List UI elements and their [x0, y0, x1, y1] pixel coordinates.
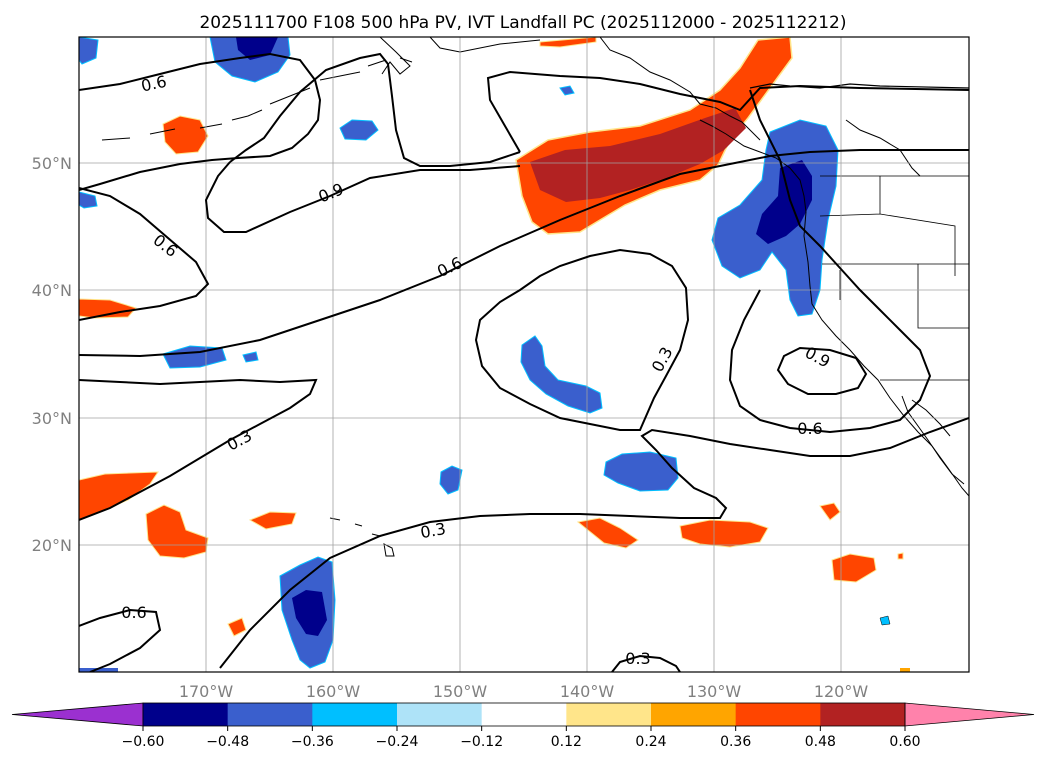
bc-coast	[699, 119, 807, 213]
colorbar-tick-label: 0.24	[635, 734, 666, 750]
colorbar-extend-max	[904, 702, 1035, 727]
colorbar-ticks: −0.60 −0.48 −0.36 −0.24 −0.12 0.12 0.24 0.36 0.4…	[122, 726, 921, 750]
colorbar-tick-label: 0.36	[720, 734, 751, 750]
negative-anomalies	[79, 37, 891, 672]
contour-label: 0.6	[121, 603, 146, 622]
colorbar-tick-label: −0.12	[460, 734, 503, 750]
contour-06-top	[79, 52, 322, 191]
lat-label: 20°N	[32, 536, 72, 555]
contour-06-ca	[728, 89, 932, 434]
contour-label: 0.6	[797, 419, 822, 438]
contour-06-sw	[79, 608, 162, 672]
colorbar-swatch	[143, 703, 229, 726]
lon-label: 150°W	[433, 682, 488, 701]
lat-label: 30°N	[32, 409, 72, 428]
neg-anomaly-25n	[603, 451, 679, 492]
neg-anomaly-36n	[162, 345, 227, 369]
map-content: 0.6 0.9 0.6 0.6 0.3 0.3 0.9 0.6 0.3 0.6 …	[79, 37, 969, 672]
aleutian-islands	[101, 57, 413, 141]
colorbar-swatch	[481, 703, 567, 726]
lon-label: 160°W	[306, 682, 361, 701]
lat-label: 40°N	[32, 281, 72, 300]
colorbar-swatch	[820, 703, 906, 726]
map-title: 2025111700 F108 500 hPa PV, IVT Landfall…	[199, 13, 846, 33]
latitude-labels: 50°N 40°N 30°N 20°N	[32, 154, 72, 555]
ivt-contours	[79, 52, 969, 672]
colorbar-swatch	[651, 703, 737, 726]
colorbar-outline	[142, 702, 906, 727]
contour-09-ring	[204, 161, 521, 233]
contour-label: 0.3	[625, 649, 650, 668]
colorbar-tick-label: −0.24	[376, 734, 419, 750]
colorbar-extend-min	[11, 702, 144, 727]
colorbar-tick-label: −0.36	[291, 734, 334, 750]
lon-label: 140°W	[560, 682, 615, 701]
lon-label: 120°W	[814, 682, 869, 701]
contour-03-inner	[474, 248, 690, 431]
lon-label: 170°W	[179, 682, 234, 701]
contour-label: 0.3	[419, 519, 447, 542]
map-frame	[78, 36, 970, 673]
lon-label: 130°W	[687, 682, 742, 701]
colorbar-tick-label: −0.60	[122, 734, 165, 750]
positive-anomalies	[79, 37, 910, 672]
graticule	[79, 37, 969, 672]
contour-09-ca	[776, 346, 868, 395]
contour-03-bottom	[611, 654, 681, 672]
neg-anomaly-central	[520, 335, 603, 414]
contour-06-long	[79, 149, 969, 358]
contour-label: 0.6	[139, 72, 168, 96]
colorbar-tick-label: 0.48	[805, 734, 836, 750]
contour-06-mid	[79, 187, 210, 321]
colorbar-tick-label: −0.48	[206, 734, 249, 750]
contour-03-west	[79, 378, 318, 521]
colorbar-swatch	[312, 703, 398, 726]
colorbar-swatch	[227, 703, 313, 726]
neg-anomaly-topleft	[79, 37, 99, 65]
contour-09-north	[229, 52, 969, 167]
colorbar	[11, 702, 1035, 727]
neg-anomaly-pacific-n	[339, 119, 379, 141]
colorbar-tick-label: 0.12	[551, 734, 582, 750]
lat-label: 50°N	[32, 154, 72, 173]
hawaii-islands	[329, 517, 395, 557]
colorbar-swatch	[735, 703, 821, 726]
colorbar-swatch	[566, 703, 652, 726]
colorbar-swatch	[397, 703, 483, 726]
colorbar-tick-label: 0.60	[889, 734, 920, 750]
longitude-labels: 170°W 160°W 150°W 140°W 130°W 120°W	[179, 682, 869, 701]
pos-anomaly-55n	[162, 115, 209, 155]
contour-03-south	[219, 417, 969, 669]
state-boundaries	[819, 175, 969, 381]
